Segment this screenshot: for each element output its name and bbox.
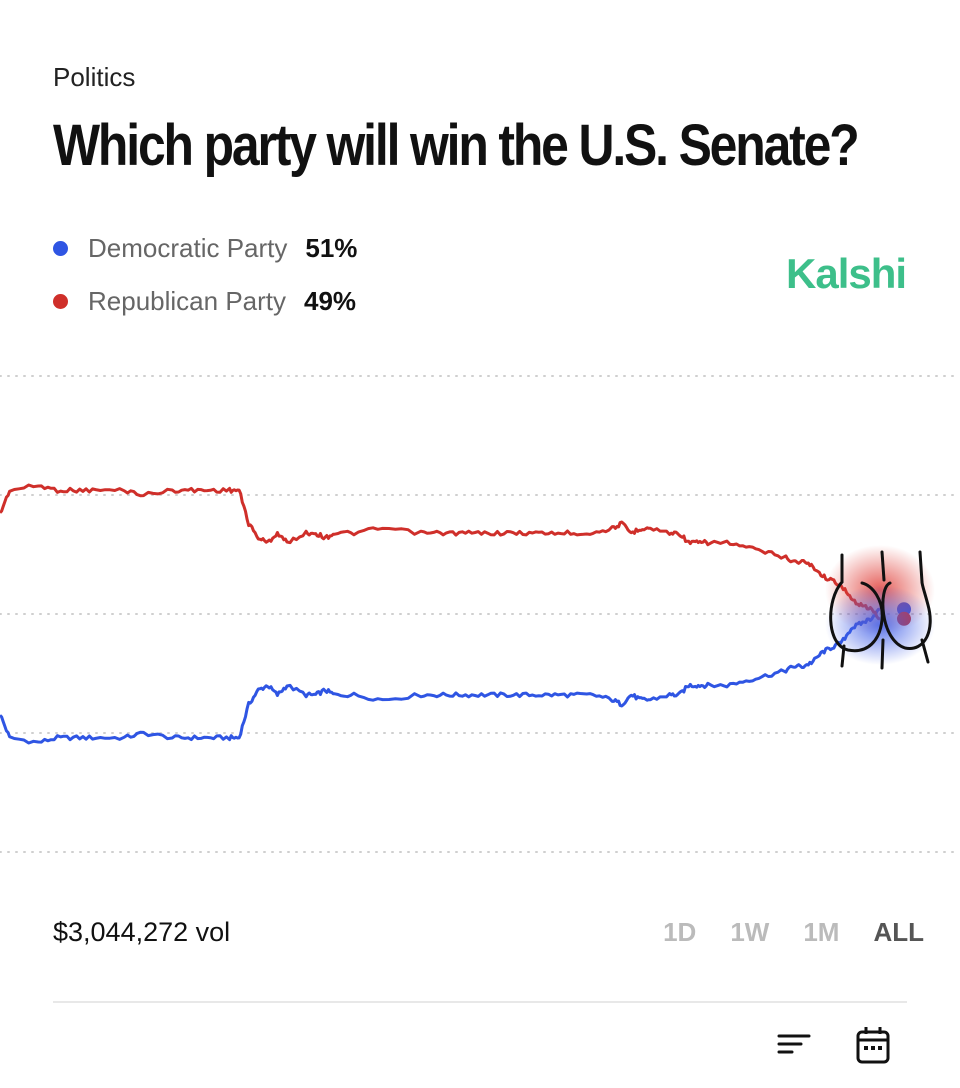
brand-logo: Kalshi <box>786 250 907 297</box>
calendar-icon[interactable] <box>854 1024 892 1066</box>
doodle-stroke <box>918 550 924 584</box>
doodle-stroke <box>880 550 886 582</box>
doodle-stroke <box>880 638 885 670</box>
legend-value: 51% <box>305 232 358 263</box>
republican-dot-icon <box>53 293 68 309</box>
range-1d[interactable]: 1D <box>663 917 697 947</box>
volume-label: $3,044,272 vol <box>53 917 231 947</box>
category-label[interactable]: Politics <box>53 62 136 92</box>
series-line-republican <box>0 483 881 621</box>
chart-gridlines <box>0 375 960 853</box>
legend-item-democratic: Democratic Party 51% <box>53 228 357 268</box>
chart-legend: Democratic Party 51% Republican Party 49… <box>53 228 357 334</box>
page-title: Which party will win the U.S. Senate? <box>53 113 860 178</box>
doodle-drawing <box>829 550 932 670</box>
legend-value: 49% <box>304 285 357 316</box>
legend-name: Democratic Party <box>88 232 288 263</box>
doodle-stroke <box>920 638 930 664</box>
range-all[interactable]: ALL <box>873 917 924 947</box>
doodle-stroke <box>840 644 846 668</box>
sort-lines-icon[interactable] <box>776 1026 812 1062</box>
doodle-stroke <box>829 580 884 653</box>
range-1m[interactable]: 1M <box>803 917 840 947</box>
series-line-democratic <box>0 607 881 745</box>
divider <box>53 1001 907 1003</box>
legend-name: Republican Party <box>88 285 286 316</box>
legend-item-republican: Republican Party 49% <box>53 281 357 321</box>
time-range-selector: 1D 1W 1M ALL <box>663 917 924 948</box>
democratic-dot-icon <box>53 240 68 256</box>
price-chart <box>0 375 960 853</box>
range-1w[interactable]: 1W <box>730 917 770 947</box>
